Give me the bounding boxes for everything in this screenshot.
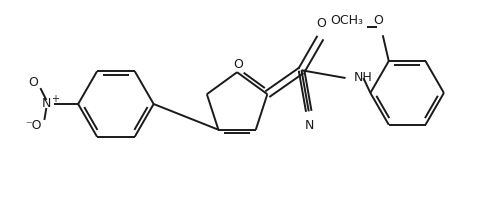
Text: O: O: [29, 76, 38, 89]
Text: O: O: [317, 17, 326, 30]
Text: NH: NH: [353, 71, 372, 84]
Text: +: +: [51, 94, 59, 104]
Text: N: N: [42, 96, 51, 110]
Text: ⁻O: ⁻O: [25, 119, 42, 132]
Text: N: N: [305, 119, 314, 132]
Text: O: O: [233, 58, 243, 71]
Text: O: O: [373, 14, 383, 27]
Text: OCH₃: OCH₃: [330, 14, 363, 27]
